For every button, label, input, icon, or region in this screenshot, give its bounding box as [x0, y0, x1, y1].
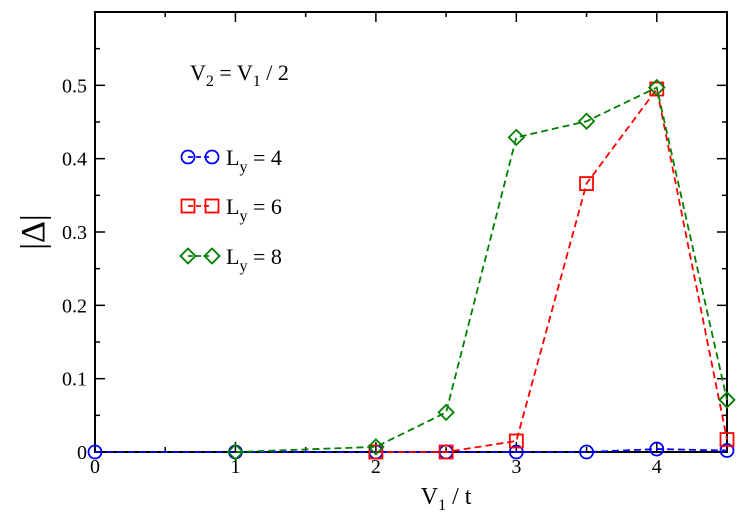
legend-label: Ly = 6	[226, 194, 282, 225]
legend-marker	[180, 198, 196, 214]
legend-label-sub: y	[239, 208, 247, 225]
x-axis-label-sub: 1	[438, 497, 446, 514]
data-point	[648, 78, 666, 97]
data-point	[368, 444, 384, 460]
x-axis-label-main: V	[421, 484, 439, 510]
legend-label-sub: y	[239, 159, 247, 176]
y-axis-label: |Δ|	[15, 214, 52, 249]
legend-entry: Ly = 6	[180, 194, 282, 225]
series-square	[368, 81, 735, 460]
y-tick-label: 0	[77, 442, 87, 464]
legend-marker	[180, 149, 196, 165]
x-tick-label: 1	[230, 456, 240, 478]
annotation-part: V	[190, 60, 206, 85]
legend-label-tail: = 6	[247, 194, 281, 219]
series-line	[235, 86, 728, 453]
series-line	[95, 448, 728, 453]
data-point	[438, 444, 454, 460]
legend-marker	[179, 247, 197, 265]
x-tick-label: 3	[511, 456, 521, 478]
y-tick-label: 0.4	[62, 149, 87, 171]
data-point	[579, 444, 594, 460]
y-tick-label: 0.3	[62, 222, 87, 244]
annotation-part: / 2	[261, 60, 289, 85]
data-point	[437, 403, 455, 422]
series-diamond	[226, 78, 736, 461]
y-tick-label: 0.1	[62, 369, 87, 391]
annotation-text: V2 = V1 / 2	[190, 60, 289, 90]
annotation-part: = V	[214, 60, 253, 85]
legend-label-sub: y	[239, 258, 247, 275]
legend-entry: Ly = 8	[179, 244, 282, 275]
data-point	[507, 128, 526, 147]
legend-entry: Ly = 4	[180, 145, 282, 176]
annotation-sub: 1	[253, 73, 261, 90]
legend-marker	[204, 149, 220, 165]
series-line	[375, 86, 728, 453]
legend-label-main: L	[226, 145, 239, 170]
data-point	[579, 176, 594, 192]
plot-layer: 0 1 2 3 400.10.20.30.40.5V1 / t|Δ|V2 = V1 / …	[15, 11, 736, 514]
annotation-sub: 2	[206, 73, 214, 90]
y-tick-label: 0.5	[62, 75, 87, 97]
legend-label: Ly = 8	[226, 244, 282, 275]
data-point	[577, 112, 596, 131]
x-tick-label: 0	[90, 456, 100, 478]
legend-label-main: L	[226, 194, 239, 219]
data-point	[367, 438, 385, 456]
legend-marker	[204, 198, 220, 214]
legend-label-tail: = 4	[247, 145, 281, 170]
data-point	[719, 443, 735, 458]
x-axis-label: V1 / t	[421, 484, 472, 514]
data-point	[649, 441, 665, 457]
data-point	[508, 444, 524, 460]
data-point	[508, 433, 524, 449]
data-point	[719, 432, 735, 447]
legend-label: Ly = 4	[226, 145, 282, 176]
data-point	[226, 443, 245, 461]
legend-label-main: L	[226, 244, 239, 269]
legend-label-tail: = 8	[247, 244, 281, 269]
data-point	[718, 391, 736, 409]
x-axis-label-tail: / t	[446, 484, 472, 510]
y-tick-label: 0.2	[62, 295, 87, 317]
x-tick-label: 2	[371, 456, 381, 478]
legend-marker	[203, 247, 221, 265]
x-tick-label: 4	[652, 456, 662, 478]
series-circle	[87, 441, 735, 460]
data-point	[87, 444, 103, 460]
